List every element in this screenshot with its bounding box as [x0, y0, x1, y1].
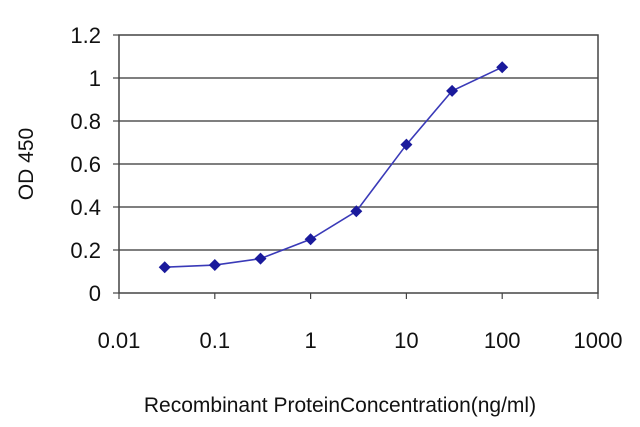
y-tick-label: 0.2 [70, 238, 101, 263]
grid-lines [119, 77, 598, 251]
x-tick-label: 1000 [574, 328, 623, 353]
x-tick-label: 10 [394, 328, 418, 353]
y-axis-title: OD 450 [15, 128, 38, 200]
x-tick-label: 0.01 [98, 328, 141, 353]
data-point [400, 138, 413, 151]
y-tick-label: 0 [89, 281, 101, 306]
x-tick-label: 0.1 [200, 328, 231, 353]
data-point [304, 233, 317, 246]
y-axis: 0 0.2 0.4 0.6 0.8 1 1.2 [70, 23, 119, 306]
data-point [496, 61, 509, 74]
series-line [164, 66, 503, 268]
data-point [158, 261, 171, 274]
y-tick-label: 1 [89, 66, 101, 91]
data-point [208, 259, 221, 272]
y-tick-label: 0.6 [70, 152, 101, 177]
y-tick-label: 1.2 [70, 23, 101, 48]
x-axis: 0.01 0.1 1 10 100 1000 [98, 293, 623, 353]
x-tick-label: 1 [304, 328, 316, 353]
data-point [254, 252, 267, 265]
series-markers [158, 61, 509, 274]
y-tick-label: 0.4 [70, 195, 101, 220]
data-point [446, 84, 459, 97]
y-tick-label: 0.8 [70, 109, 101, 134]
x-tick-label: 100 [484, 328, 521, 353]
data-point [350, 205, 363, 218]
x-axis-title: Recombinant ProteinConcentration(ng/ml) [144, 394, 536, 417]
